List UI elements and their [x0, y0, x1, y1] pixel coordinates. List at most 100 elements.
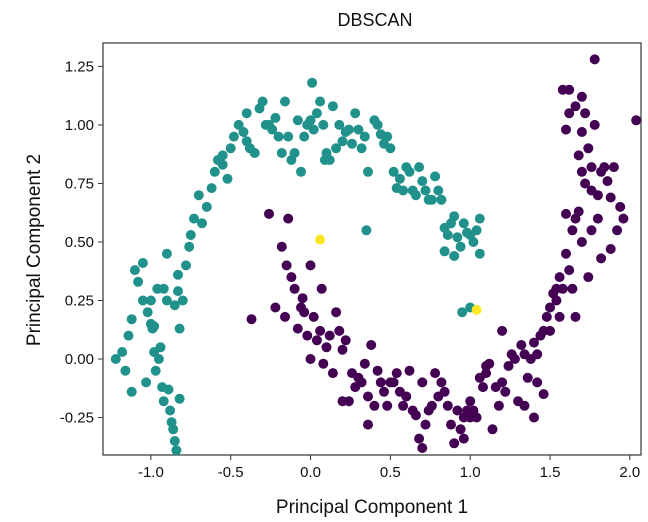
data-point-cluster-1-4 — [280, 311, 290, 322]
data-point-cluster-0-32 — [169, 300, 180, 311]
data-point-cluster-1-9 — [292, 323, 303, 334]
data-point-cluster-0-135 — [361, 225, 372, 236]
data-point-cluster-1-23 — [327, 368, 338, 379]
x-tick-label: 1.5 — [540, 464, 561, 481]
data-point-cluster-1-137 — [458, 433, 469, 444]
data-point-cluster-1-128 — [538, 389, 549, 400]
data-point-cluster-0-104 — [394, 173, 405, 184]
data-point-cluster-1-43 — [391, 368, 402, 379]
data-point-cluster-0-43 — [197, 218, 207, 229]
data-point-cluster-1-7 — [286, 272, 297, 283]
data-point-cluster-1-16 — [308, 311, 319, 322]
data-point-cluster-1-144 — [596, 253, 607, 264]
data-point-cluster-0-117 — [436, 194, 447, 205]
data-point-cluster-1-147 — [576, 91, 587, 102]
data-point-cluster-1-146 — [564, 84, 575, 95]
data-point-cluster-0-80 — [318, 119, 329, 130]
data-point-cluster-0-60 — [257, 96, 268, 107]
data-point-cluster-1-51 — [417, 377, 428, 388]
data-point-cluster-0-89 — [343, 124, 354, 135]
data-point-cluster-0-66 — [276, 148, 287, 158]
data-point-cluster-0-53 — [233, 119, 244, 130]
data-point-cluster-0-87 — [337, 136, 348, 147]
data-point-cluster-0-7 — [133, 276, 144, 287]
data-point-cluster-1-126 — [554, 311, 565, 322]
data-point-cluster-1-113 — [615, 201, 626, 212]
data-point-cluster-1-108 — [599, 162, 610, 173]
data-point-cluster-0-122 — [452, 232, 463, 243]
data-point-cluster-0-48 — [217, 159, 228, 170]
data-point-cluster-0-86 — [334, 119, 345, 130]
data-point-cluster-0-24 — [161, 248, 172, 259]
data-point-cluster-1-82 — [516, 340, 527, 350]
data-point-cluster-0-45 — [206, 183, 217, 194]
data-point-cluster-0-116 — [433, 185, 444, 196]
data-point-cluster-0-64 — [270, 112, 281, 123]
data-point-cluster-1-25 — [334, 325, 345, 336]
data-point-cluster-0-128 — [471, 225, 482, 236]
data-point-cluster-1-55 — [430, 368, 441, 379]
data-point-cluster-0-44 — [201, 201, 212, 212]
data-point-cluster-0-38 — [181, 260, 191, 271]
data-point-cluster-0-72 — [296, 166, 306, 177]
data-point-cluster-0-5 — [126, 386, 137, 397]
chart-title: DBSCAN — [337, 10, 412, 30]
data-point-cluster-1-3 — [276, 241, 287, 252]
data-point-cluster-0-0 — [110, 354, 121, 364]
data-point-cluster-1-21 — [321, 342, 332, 353]
data-point-cluster-0-19 — [153, 354, 164, 364]
data-point-cluster-1-116 — [605, 244, 616, 254]
data-point-cluster-1-145 — [589, 119, 600, 130]
data-point-cluster-1-5 — [281, 260, 292, 271]
data-point-cluster-0-73 — [299, 131, 310, 142]
data-point-cluster-0-107 — [404, 166, 415, 177]
data-point-cluster-0-16 — [150, 365, 161, 376]
data-point-cluster-1-148 — [586, 225, 597, 236]
data-point-cluster-1-111 — [608, 162, 619, 173]
data-point-cluster-0-51 — [225, 143, 236, 154]
data-point-cluster-0-34 — [173, 286, 183, 297]
data-point-cluster-0-105 — [398, 185, 409, 196]
data-point-cluster-1-120 — [576, 127, 587, 137]
data-point-cluster-1-110 — [605, 192, 616, 203]
data-point-cluster-0-46 — [209, 166, 220, 177]
x-tick-label: -1.0 — [138, 464, 164, 481]
data-point-cluster-0-101 — [385, 143, 396, 154]
data-point-cluster-0-83 — [324, 155, 335, 165]
data-point-cluster-1-34 — [363, 391, 373, 402]
data-point-cluster-1-109 — [602, 176, 613, 187]
data-point-cluster-1-47 — [404, 365, 415, 376]
x-tick-label: -0.5 — [218, 464, 244, 481]
data-point-cluster-0-78 — [311, 108, 322, 119]
data-point-cluster-0-9 — [137, 258, 148, 268]
data-point-cluster-0-2 — [120, 365, 131, 376]
data-point-cluster-1-114 — [618, 213, 629, 224]
data-point-cluster-0-92 — [353, 124, 364, 135]
data-point-cluster-1-97 — [564, 265, 575, 276]
data-point-cluster-1-91 — [545, 302, 555, 313]
data-point-cluster-0-91 — [350, 108, 361, 119]
data-point-cluster-0-15 — [149, 321, 160, 332]
data-point-cluster-0-110 — [414, 162, 425, 173]
data-point-cluster-0-71 — [292, 115, 303, 126]
data-point-cluster-0-109 — [410, 190, 421, 201]
data-point-cluster-1-138 — [529, 412, 539, 423]
data-point-cluster-0-23 — [158, 283, 169, 294]
data-point-cluster-0-68 — [283, 131, 294, 142]
x-axis-ticks: -1.0 -0.5 0.0 0.5 1.0 1.5 2.0 — [138, 455, 640, 481]
x-tick-label: 1.0 — [460, 464, 481, 481]
x-tick-label: 0.0 — [300, 464, 321, 481]
data-point-cluster-0-97 — [372, 119, 383, 130]
data-point-cluster-0-10 — [141, 377, 152, 388]
data-point-cluster-1-135 — [363, 419, 373, 430]
data-point-cluster-1-40 — [382, 400, 393, 411]
data-point-cluster-0-36 — [174, 323, 185, 334]
data-point-cluster-0-84 — [327, 101, 338, 112]
data-point-cluster-1-104 — [586, 162, 597, 173]
data-point-cluster-0-119 — [442, 230, 453, 240]
data-point-cluster-1-17 — [311, 335, 322, 346]
data-point-cluster-0-121 — [449, 211, 460, 222]
data-point-cluster-0-35 — [174, 393, 185, 404]
data-point-cluster-1-73 — [487, 424, 498, 435]
data-point-cluster-1-35 — [366, 340, 377, 350]
